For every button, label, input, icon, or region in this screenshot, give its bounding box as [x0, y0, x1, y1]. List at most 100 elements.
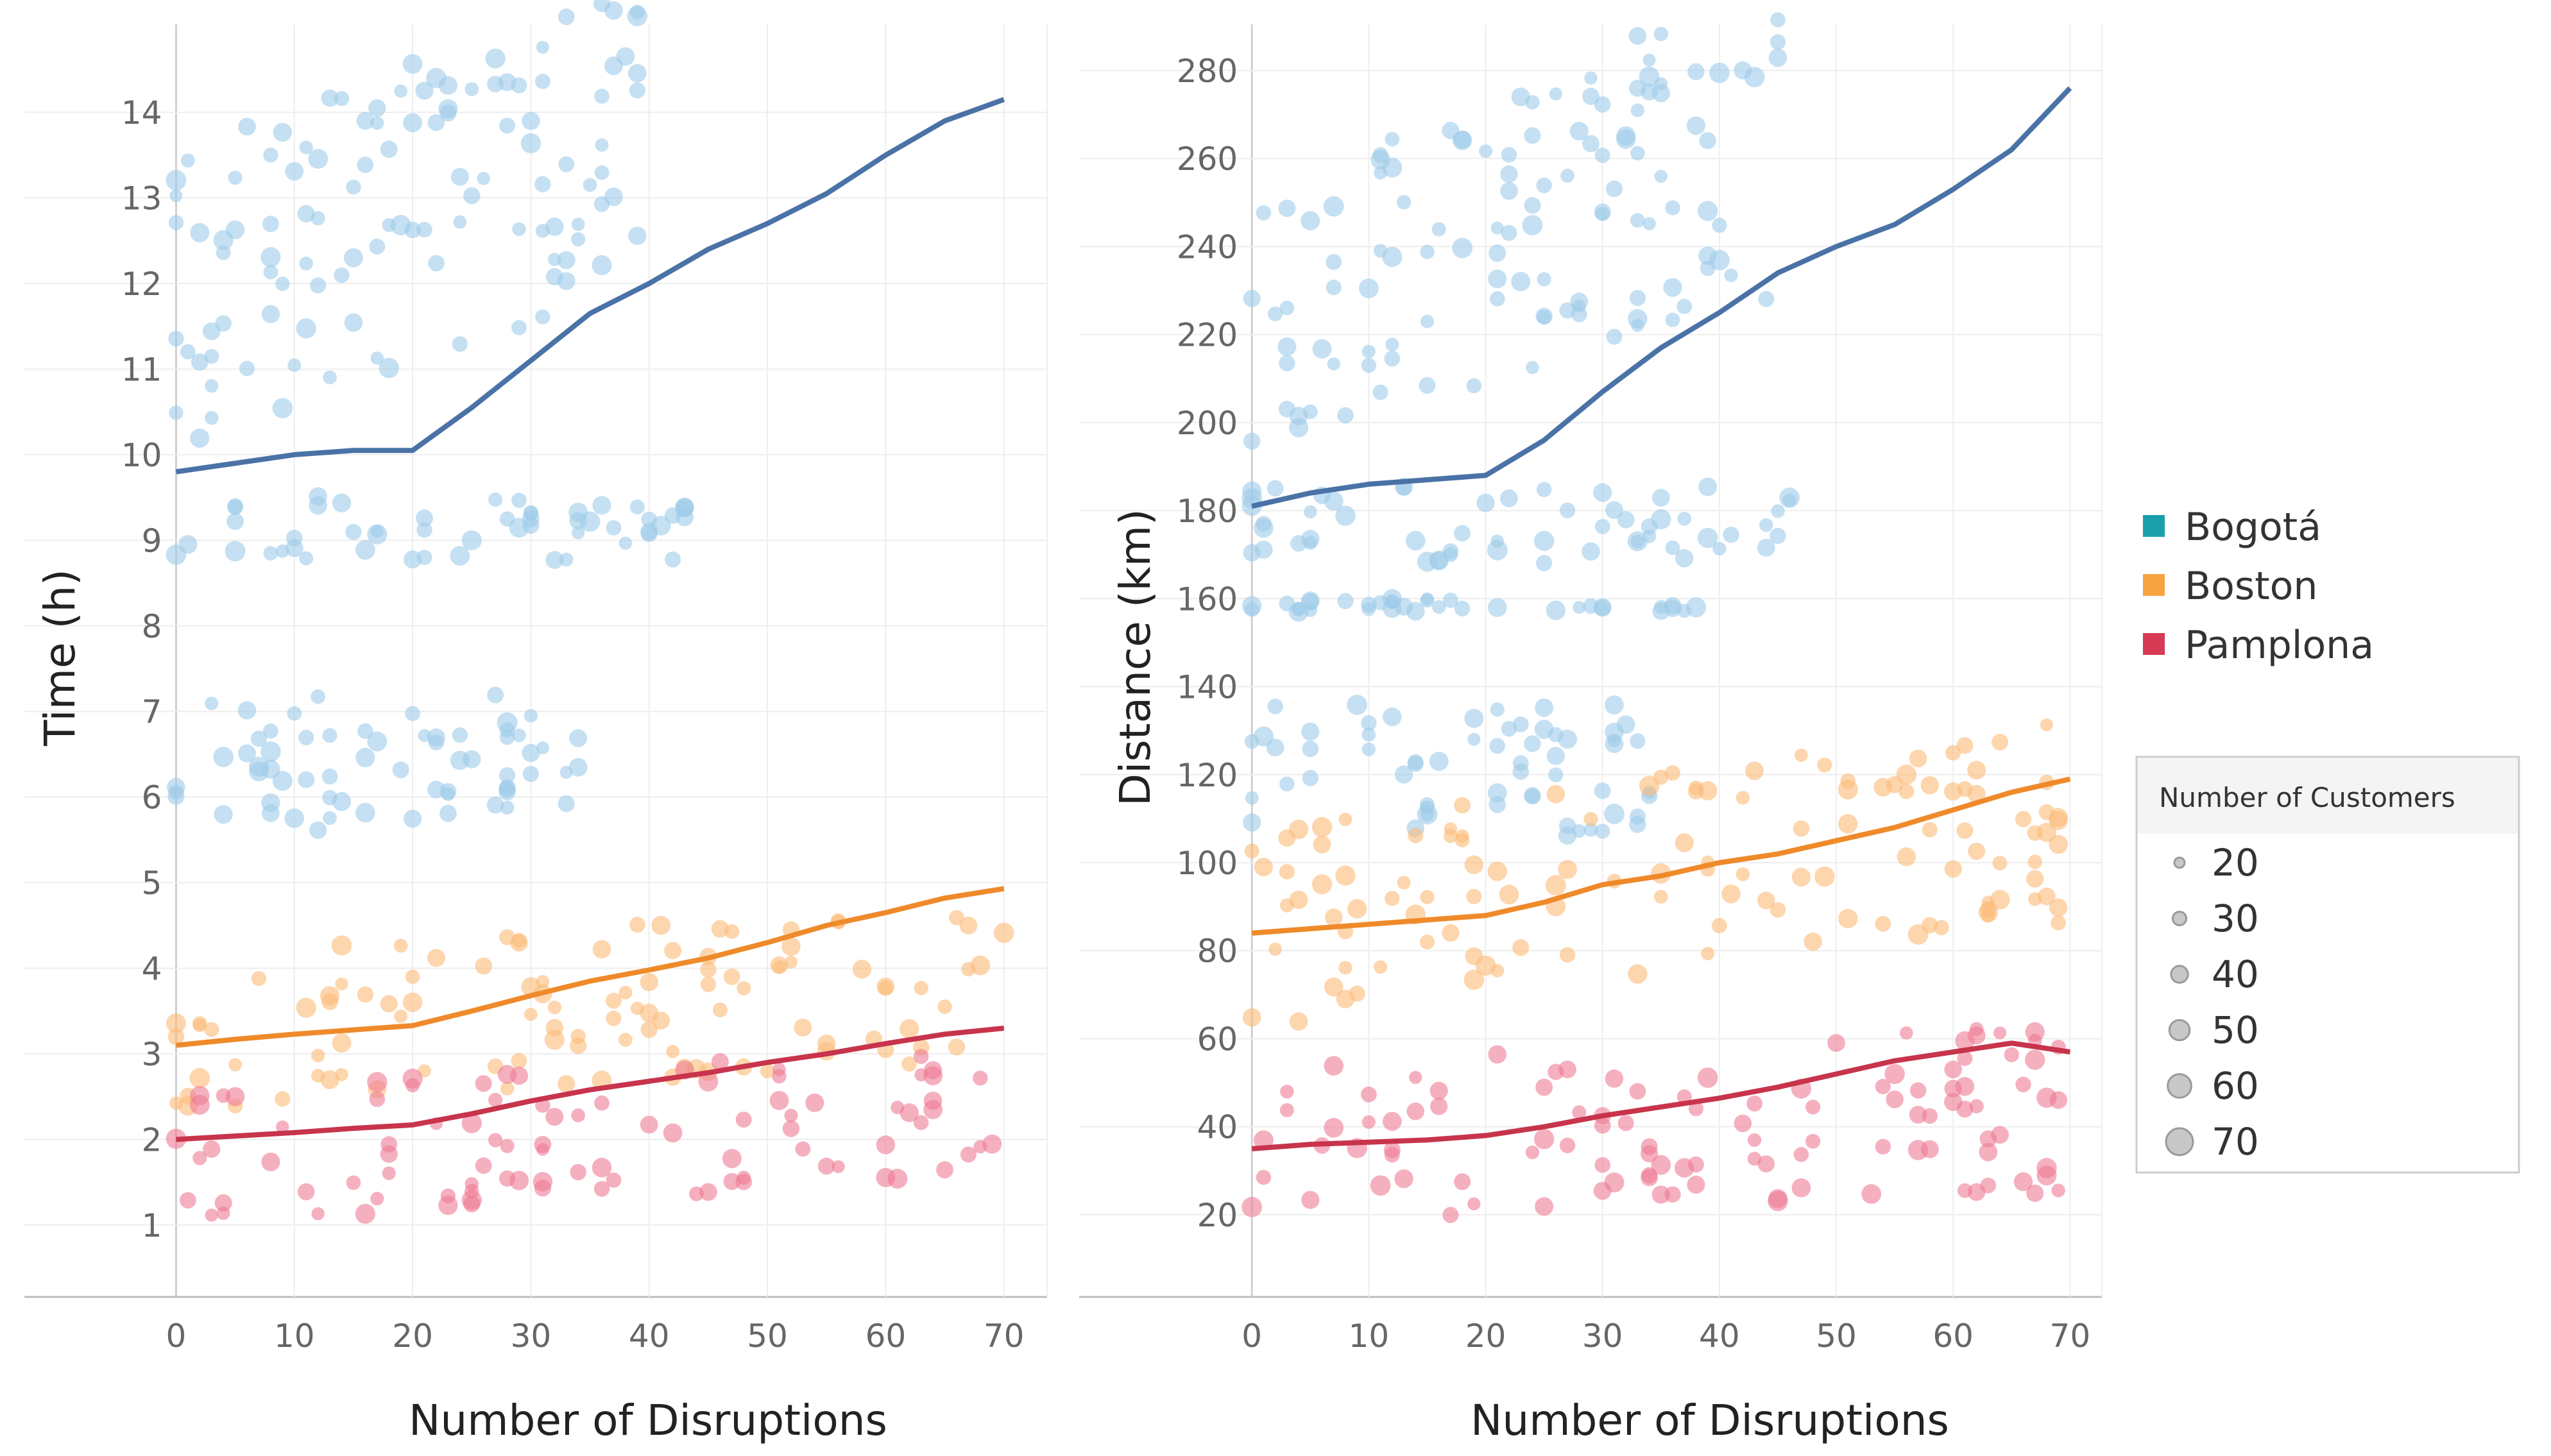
- time-point-pamplona: [464, 1183, 479, 1199]
- legend-item-bogota[interactable]: Bogotá: [2143, 505, 2321, 550]
- time-point-boston: [311, 1048, 325, 1063]
- time-point-bogota: [569, 729, 588, 748]
- time-point-bogota: [394, 84, 407, 98]
- legend-item-pamplona[interactable]: Pamplona: [2143, 623, 2374, 668]
- time-point-pamplona: [769, 1090, 789, 1110]
- distance-point-bogota: [1606, 328, 1623, 345]
- distance-point-bogota: [1603, 804, 1625, 824]
- time-point-pamplona: [592, 1158, 612, 1178]
- distance-point-bogota: [1663, 278, 1682, 297]
- time-point-pamplona: [723, 1172, 741, 1190]
- time-point-pamplona: [382, 1166, 396, 1180]
- time-point-pamplona: [891, 1101, 905, 1115]
- time-point-bogota: [452, 336, 468, 352]
- distance-point-bogota: [1642, 53, 1656, 67]
- distance-point-boston: [1336, 990, 1355, 1009]
- distance-point-boston: [1698, 781, 1718, 800]
- time-point-pamplona: [876, 1167, 896, 1187]
- time-point-pamplona: [640, 1115, 658, 1134]
- size-legend-marker: [2170, 965, 2189, 984]
- distance-point-boston: [1455, 829, 1469, 843]
- distance-point-pamplona: [1757, 1155, 1775, 1172]
- distance-point-boston: [1490, 963, 1505, 978]
- time-point-boston: [993, 922, 1014, 944]
- distance-point-bogota: [1405, 530, 1426, 551]
- distance-point-bogota: [1501, 147, 1517, 163]
- distance-point-boston: [1838, 909, 1858, 929]
- distance-point-pamplona: [1687, 1175, 1705, 1194]
- time-point-pamplona: [346, 1175, 361, 1190]
- distance-point-bogota: [1500, 489, 1518, 507]
- time-point-bogota: [522, 112, 540, 130]
- distance-point-bogota: [1605, 695, 1624, 715]
- distance-point-bogota: [1304, 505, 1317, 519]
- legend-item-boston[interactable]: Boston: [2143, 564, 2317, 609]
- distance-point-boston: [1583, 811, 1598, 827]
- time-point-bogota: [367, 731, 388, 752]
- distance-point-bogota: [1277, 337, 1297, 357]
- distance-point-pamplona: [1651, 1155, 1671, 1175]
- distance-point-boston: [1335, 865, 1356, 886]
- time-y-tick-label: 8: [142, 608, 162, 645]
- distance-point-bogota: [1500, 165, 1518, 183]
- time-point-pamplona: [698, 1071, 719, 1092]
- time-point-bogota: [285, 162, 304, 181]
- distance-point-bogota: [1347, 695, 1367, 715]
- time-y-tick-label: 14: [121, 94, 162, 131]
- distance-point-bogota: [1595, 207, 1610, 221]
- distance-point-bogota: [1407, 756, 1424, 772]
- distance-point-pamplona: [1697, 1067, 1718, 1088]
- time-point-bogota: [309, 821, 327, 840]
- distance-point-bogota: [1256, 205, 1272, 221]
- distance-y-tick-label: 60: [1197, 1020, 1238, 1058]
- time-point-boston: [545, 1019, 563, 1037]
- time-point-bogota: [509, 518, 529, 538]
- distance-point-pamplona: [1884, 1063, 1905, 1085]
- time-point-pamplona: [784, 1108, 798, 1122]
- time-point-bogota: [534, 176, 551, 192]
- distance-point-bogota: [1779, 487, 1800, 508]
- time-point-boston: [511, 1053, 527, 1069]
- time-point-pamplona: [190, 1085, 210, 1106]
- distance-point-boston: [1546, 784, 1566, 804]
- distance-point-bogota: [1512, 755, 1529, 772]
- distance-point-bogota: [1243, 432, 1261, 450]
- time-point-bogota: [180, 344, 196, 360]
- time-point-bogota: [215, 315, 232, 332]
- distance-point-bogota: [1489, 796, 1506, 813]
- distance-point-boston: [1745, 761, 1764, 781]
- time-point-pamplona: [370, 1192, 384, 1206]
- distance-point-bogota: [1267, 480, 1284, 497]
- time-point-pamplona: [488, 1133, 503, 1147]
- distance-point-pamplona: [1383, 1141, 1401, 1158]
- time-point-boston: [547, 1001, 561, 1015]
- distance-point-bogota: [1724, 268, 1738, 282]
- time-point-bogota: [604, 1, 623, 20]
- time-point-bogota: [248, 756, 269, 777]
- time-point-boston: [629, 917, 645, 933]
- time-point-bogota: [463, 750, 481, 769]
- time-series-pamplona-points: [166, 1049, 1002, 1224]
- time-point-bogota: [403, 113, 422, 133]
- time-point-bogota: [606, 520, 622, 536]
- time-point-bogota: [524, 709, 538, 723]
- distance-point-pamplona: [1664, 1186, 1681, 1203]
- time-point-bogota: [343, 248, 363, 267]
- time-point-bogota: [311, 689, 325, 704]
- time-point-pamplona: [533, 1172, 553, 1192]
- time-point-boston: [666, 1045, 680, 1058]
- distance-point-bogota: [1279, 776, 1295, 791]
- distance-point-bogota: [1244, 734, 1259, 749]
- distance-point-boston: [1499, 885, 1519, 905]
- distance-point-bogota: [1677, 604, 1692, 618]
- time-point-pamplona: [735, 1112, 752, 1128]
- distance-point-boston: [1967, 761, 1986, 780]
- legend-label-boston: Boston: [2185, 564, 2317, 609]
- distance-point-pamplona: [1442, 1206, 1459, 1223]
- size-legend-title: Number of Customers: [2159, 782, 2455, 813]
- time-point-bogota: [323, 811, 337, 825]
- time-point-boston: [570, 1029, 586, 1044]
- distance-point-boston: [1324, 978, 1344, 997]
- distance-point-bogota: [1524, 127, 1541, 144]
- distance-point-bogota: [1361, 742, 1376, 757]
